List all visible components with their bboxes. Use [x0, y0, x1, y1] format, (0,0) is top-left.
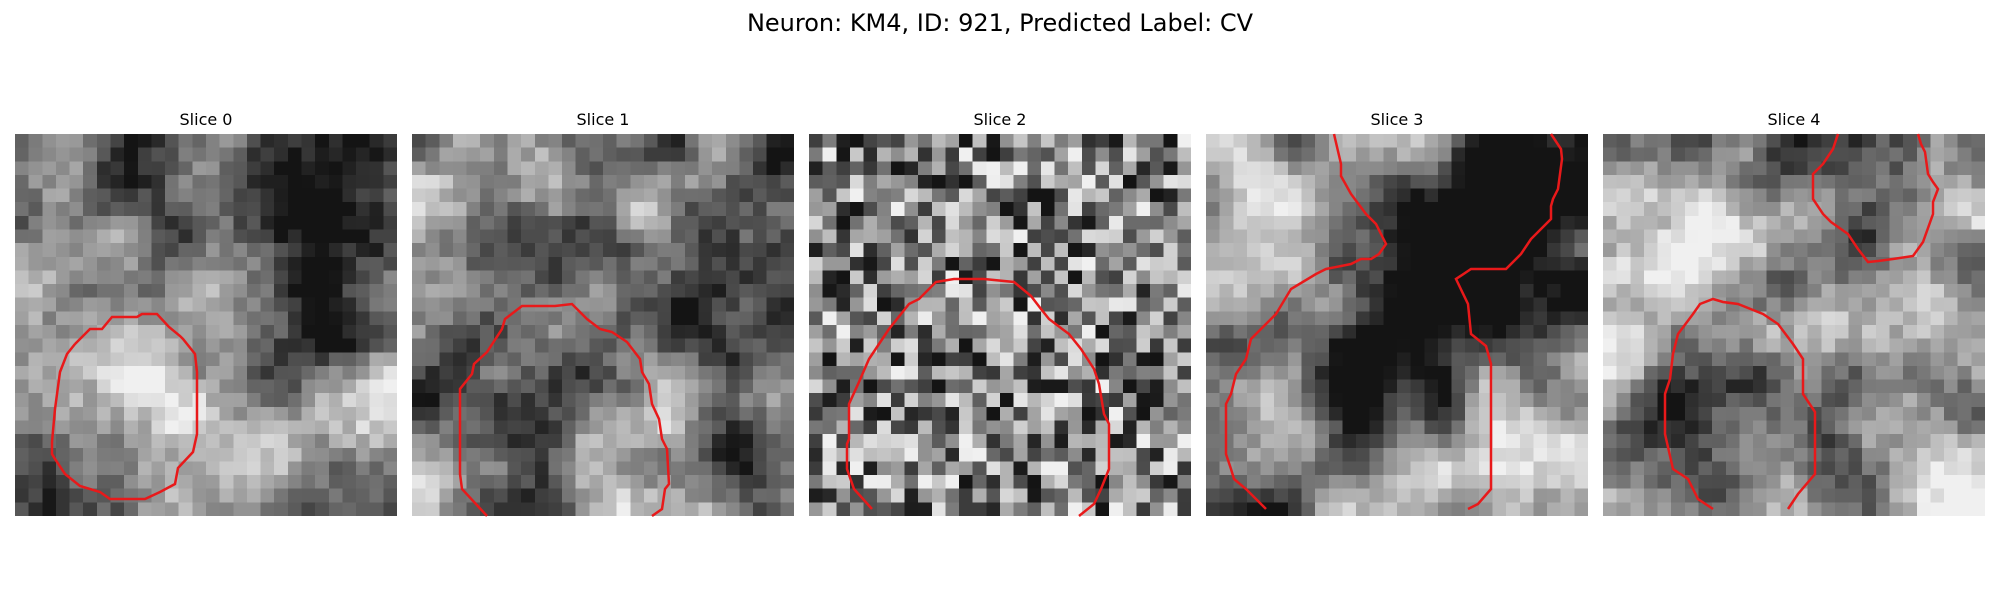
slice-4-image	[1603, 134, 1985, 516]
slice-2-title: Slice 2	[973, 110, 1027, 129]
slice-0-contour	[50, 312, 199, 501]
slice-4-contour	[1663, 133, 1940, 511]
slice-3-image	[1206, 134, 1588, 516]
slice-2-image	[809, 134, 1191, 516]
slice-1-panel	[412, 134, 794, 518]
figure-title: Neuron: KM4, ID: 921, Predicted Label: C…	[746, 9, 1254, 37]
slice-3-title: Slice 3	[1370, 110, 1424, 129]
slice-2-panel	[809, 134, 1191, 517]
slice-1-title: Slice 1	[576, 110, 630, 129]
slice-4-panel	[1603, 133, 1985, 516]
slice-4-title: Slice 4	[1767, 110, 1821, 129]
slice-1-contour	[458, 302, 671, 518]
slice-2-contour	[845, 277, 1111, 517]
slice-0-title: Slice 0	[179, 110, 233, 129]
slice-0-panel	[15, 134, 397, 516]
slice-3-contour	[1224, 133, 1564, 511]
slice-1-image	[412, 134, 794, 516]
slice-3-panel	[1206, 133, 1588, 516]
slice-0-image	[15, 134, 397, 516]
